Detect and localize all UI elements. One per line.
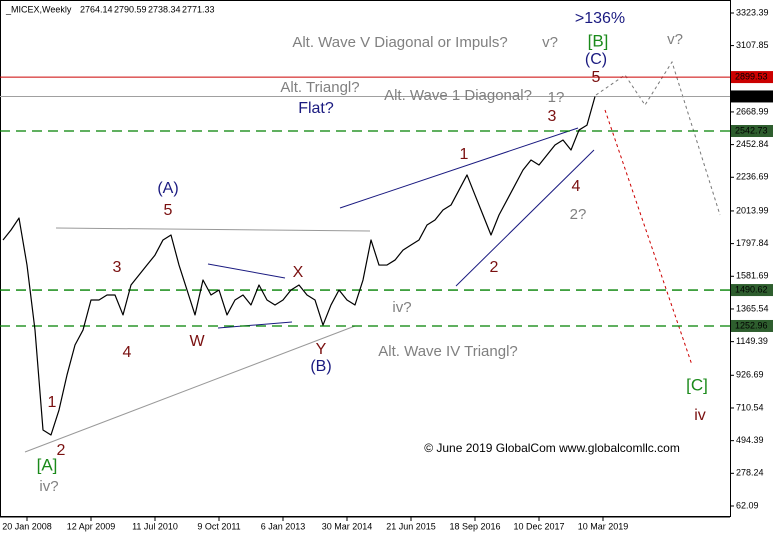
annotation: v?: [542, 34, 558, 51]
annotation: 4: [572, 178, 581, 195]
trend-line: [455, 149, 595, 287]
open: 2764.14: [80, 4, 113, 14]
x-tick-label: 10 Mar 2019: [578, 521, 629, 531]
annotation: Alt. Wave 1 Diagonal?: [384, 87, 532, 104]
projection: [604, 109, 693, 366]
x-tick-label: 30 Mar 2014: [322, 521, 373, 531]
trend-line: [55, 227, 371, 232]
annotations: Alt. Wave V Diagonal or Impuls? v? [B] >…: [37, 10, 708, 495]
y-tick-label: 2236.69: [736, 172, 769, 182]
level-label: 2899.53: [735, 71, 768, 81]
annotation: iv: [694, 407, 706, 424]
annotation: 4: [123, 344, 132, 361]
y-tick-label: 710.54: [736, 402, 764, 412]
annotation: 2: [57, 442, 66, 459]
annotation: 3: [113, 259, 122, 276]
trend-line: [217, 321, 293, 329]
y-tick-label: 926.69: [736, 370, 764, 380]
annotation: W: [189, 333, 205, 350]
x-tick-label: 18 Sep 2016: [449, 521, 500, 531]
y-tick-label: 1797.84: [736, 238, 769, 248]
y-tick-label: 1581.69: [736, 271, 769, 281]
x-tick-label: 12 Apr 2009: [67, 521, 116, 531]
annotation: [A]: [37, 455, 58, 474]
x-tick-label: 10 Dec 2017: [513, 521, 564, 531]
annotation: Flat?: [298, 100, 334, 117]
y-tick-label: 1365.54: [736, 303, 769, 313]
copyright: © June 2019 GlobalCom www.globalcomllc.c…: [424, 441, 680, 455]
annotation: 2?: [570, 206, 587, 223]
x-tick-label: 9 Oct 2011: [197, 521, 240, 531]
low: 2738.34: [148, 4, 181, 14]
y-tick-label: 1149.39: [736, 336, 768, 346]
y-tick-label: 62.09: [736, 500, 759, 510]
annotation: v?: [667, 31, 683, 48]
x-tick-label: 21 Jun 2015: [386, 521, 436, 531]
trend-line: [207, 263, 286, 279]
level-label-box: [731, 125, 773, 138]
y-tick-label: 2013.99: [736, 205, 769, 215]
annotation: >136%: [575, 10, 625, 27]
annotation: 5: [592, 69, 601, 86]
annotation: 1: [48, 394, 57, 411]
trend-lines: [24, 60, 721, 453]
annotation: (B): [310, 358, 331, 375]
y-tick-label: 3323.39: [736, 7, 769, 17]
annotation: (A): [157, 180, 178, 197]
symbol: _MICEX,Weekly: [5, 4, 72, 14]
annotation: 1: [460, 146, 469, 163]
annotation: Y: [316, 341, 327, 358]
annotation: iv?: [39, 478, 58, 495]
trend-line: [339, 127, 579, 209]
level-label-box: [731, 71, 773, 84]
y-tick-label: 278.24: [736, 468, 764, 478]
annotation: Alt. Triangl?: [280, 79, 359, 96]
close: 2771.33: [182, 4, 215, 14]
projection: [595, 60, 721, 216]
level-label: 2542.73: [735, 125, 768, 135]
y-tick-label: 2668.99: [736, 106, 769, 116]
annotation: Alt. Wave V Diagonal or Impuls?: [292, 34, 507, 51]
annotation: [C]: [686, 375, 708, 394]
level-label-box: [731, 90, 773, 103]
annotation: [B]: [588, 31, 609, 50]
annotation: 1?: [548, 89, 565, 106]
annotation: 2: [490, 259, 499, 276]
high: 2790.59: [114, 4, 147, 14]
trend-line: [24, 325, 356, 453]
x-tick-label: 6 Jan 2013: [261, 521, 306, 531]
level-label: 2771.33: [735, 91, 768, 101]
y-tick-label: 494.39: [736, 435, 764, 445]
price-line: [2, 96, 596, 436]
level-label: 1252.96: [735, 320, 768, 330]
level-label-box: [731, 284, 773, 297]
annotation: iv?: [392, 299, 411, 316]
plot-frame: [0, 0, 731, 517]
annotation: X: [293, 264, 304, 281]
y-tick-label: 2452.84: [736, 139, 769, 149]
annotation: 5: [164, 202, 173, 219]
level-label: 1490.62: [735, 284, 768, 294]
annotation: 3: [548, 108, 557, 125]
y-tick-label: 3107.85: [736, 40, 769, 50]
level-label-box: [731, 319, 773, 332]
x-tick-label: 20 Jan 2008: [2, 521, 52, 531]
annotation: Alt. Wave IV Triangl?: [378, 343, 518, 360]
x-tick-label: 11 Jul 2010: [132, 521, 178, 531]
annotation: (C): [585, 51, 607, 68]
